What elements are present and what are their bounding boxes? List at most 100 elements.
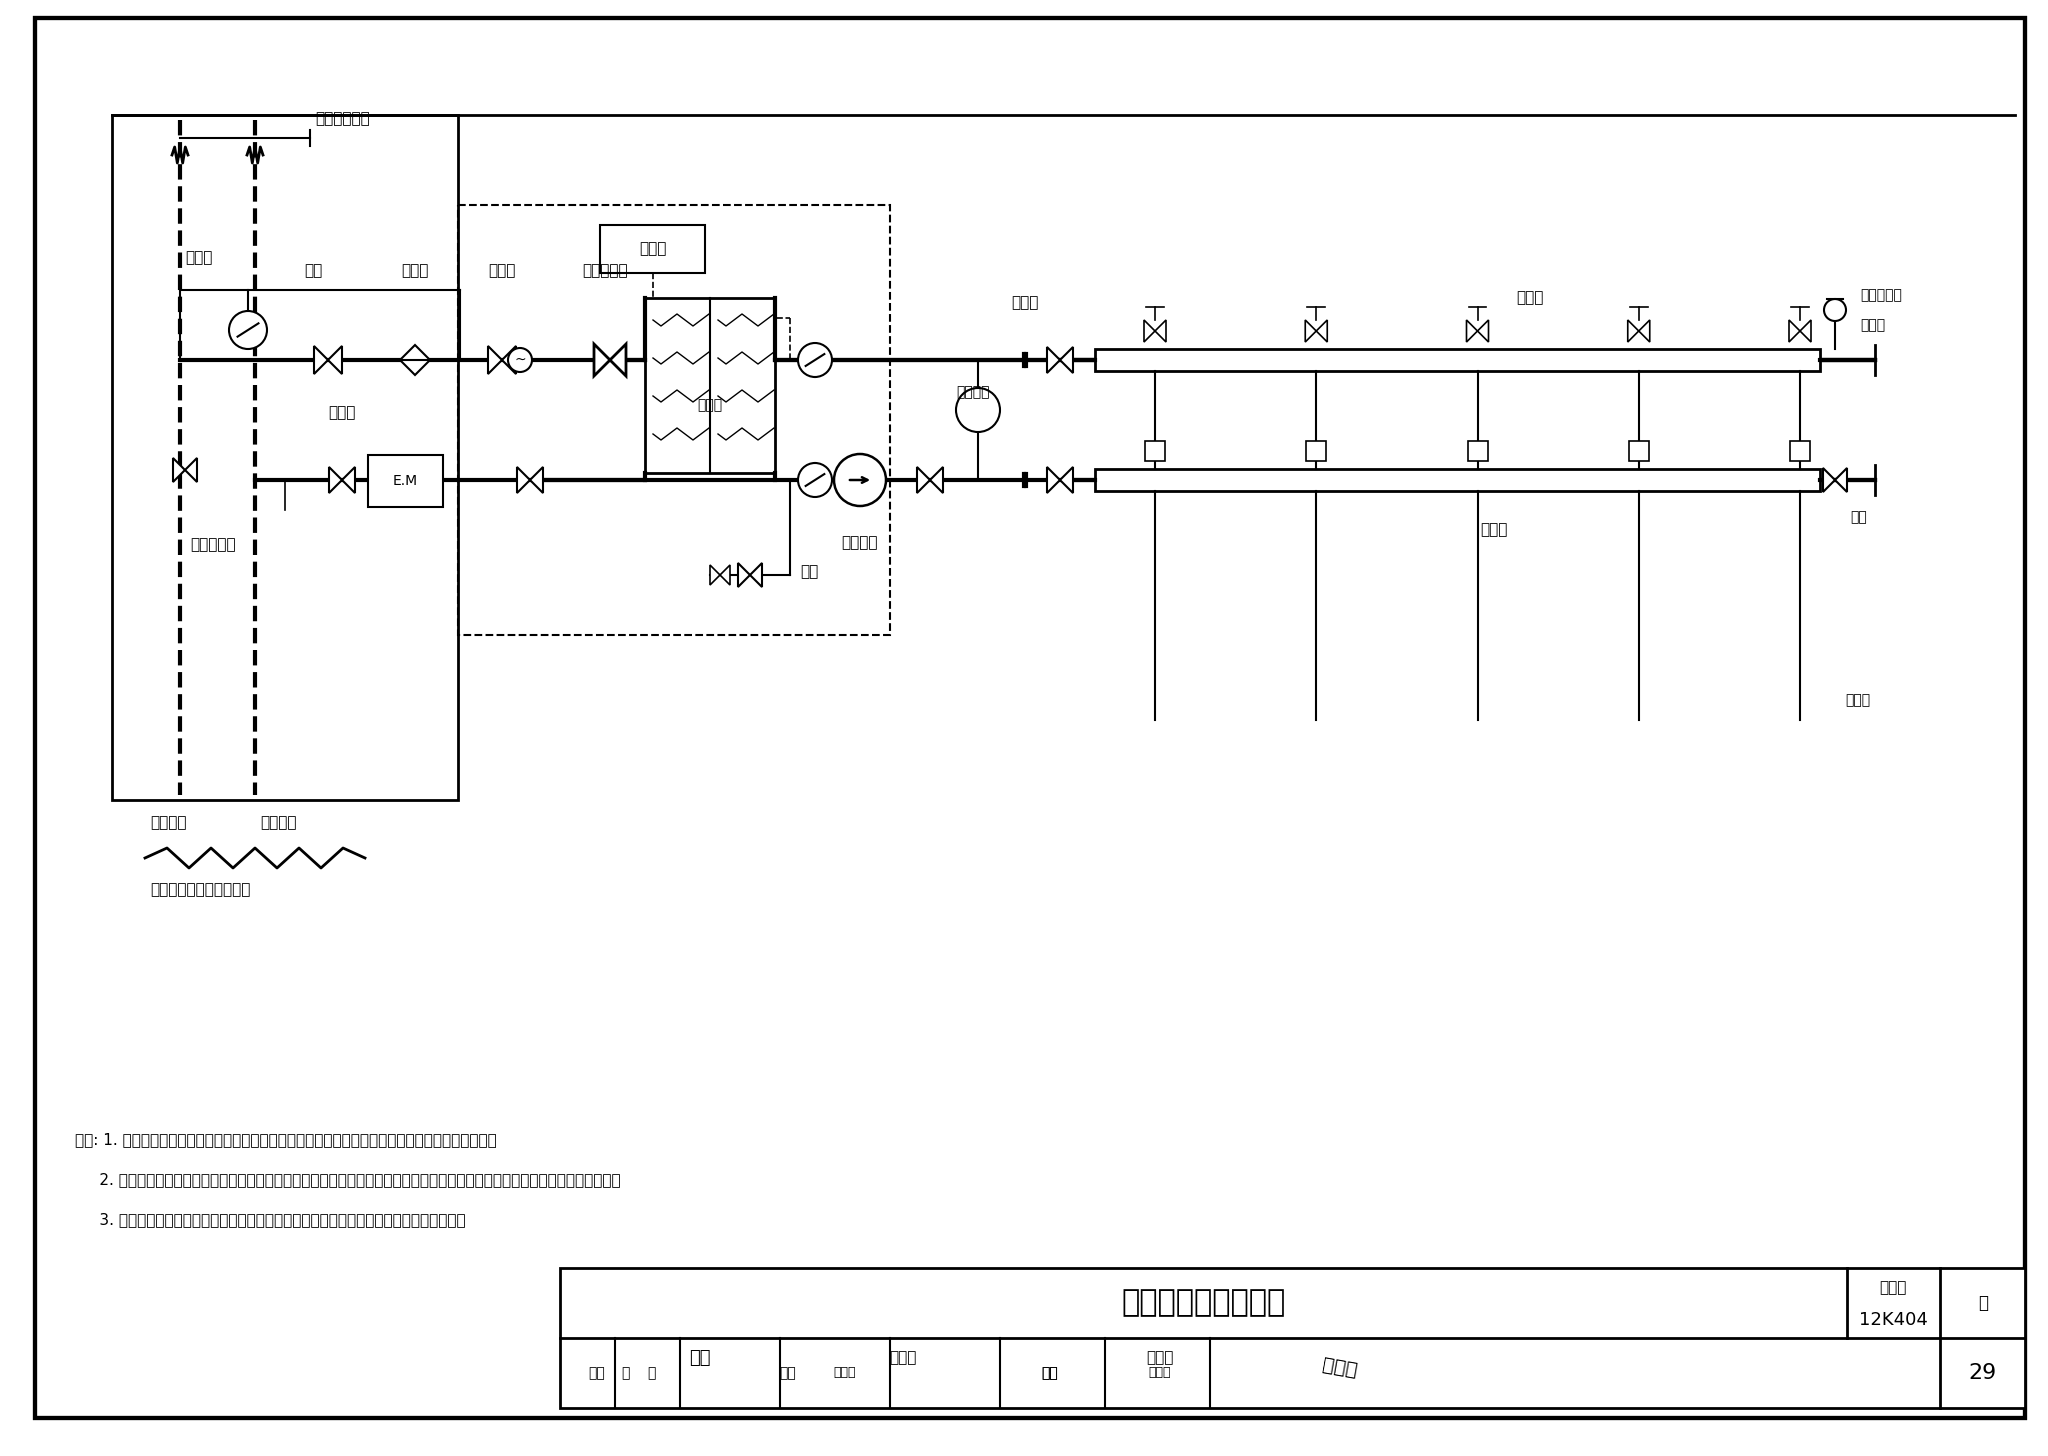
Text: 间接供暖系统示意图: 间接供暖系统示意图 (1122, 1289, 1286, 1318)
Text: 阀门: 阀门 (1849, 510, 1866, 524)
Bar (113, 115, 459, 799)
Text: 分水器: 分水器 (1516, 290, 1544, 304)
Text: 自动排气阀: 自动排气阀 (1860, 288, 1903, 301)
Polygon shape (711, 565, 721, 585)
Polygon shape (313, 347, 328, 374)
Bar (645, 298, 774, 473)
Text: 一次供水: 一次供水 (150, 815, 186, 830)
Bar (559, 1268, 2025, 1408)
Text: 平衡阀: 平衡阀 (328, 405, 356, 419)
Text: 锁闭阀: 锁闭阀 (487, 264, 516, 278)
Circle shape (956, 387, 999, 432)
Polygon shape (1628, 320, 1638, 342)
Text: 过滤器: 过滤器 (401, 264, 428, 278)
Polygon shape (1061, 347, 1073, 373)
Polygon shape (502, 347, 516, 374)
Text: 高: 高 (621, 1366, 629, 1380)
Text: 补水: 补水 (801, 565, 819, 579)
Text: 加热管: 加热管 (1845, 693, 1870, 708)
Text: 控制器: 控制器 (639, 242, 666, 256)
Text: 热源具体形式由设计确定: 热源具体形式由设计确定 (150, 882, 250, 897)
Text: 定压装置: 定压装置 (956, 384, 989, 399)
Text: 高波: 高波 (690, 1350, 711, 1367)
Polygon shape (1800, 320, 1810, 342)
Polygon shape (1061, 467, 1073, 494)
Text: 校对: 校对 (780, 1366, 797, 1380)
Text: 集水器: 集水器 (1481, 523, 1507, 537)
Bar (1096, 349, 1821, 371)
Text: 旁通管: 旁通管 (184, 250, 213, 265)
Bar (1790, 441, 1810, 462)
Polygon shape (1835, 467, 1847, 492)
Text: 图集号: 图集号 (1880, 1280, 1907, 1296)
Polygon shape (1638, 320, 1651, 342)
Polygon shape (750, 563, 762, 587)
Polygon shape (1047, 347, 1061, 373)
Bar (1628, 441, 1649, 462)
Text: 审核: 审核 (588, 1366, 604, 1380)
Polygon shape (930, 467, 942, 494)
Bar (459, 205, 891, 635)
Polygon shape (610, 344, 627, 376)
Polygon shape (1145, 320, 1155, 342)
Polygon shape (516, 467, 530, 494)
Polygon shape (721, 565, 729, 585)
Polygon shape (1477, 320, 1489, 342)
Text: 换热器: 换热器 (698, 399, 723, 412)
Text: 页: 页 (1978, 1294, 1989, 1312)
Polygon shape (1305, 320, 1317, 342)
Polygon shape (1823, 467, 1835, 492)
Text: 2. 安装在供水支管上的阀门、过滤器、压力表及温度计可选用四位一体式产品，也可选用单体产品，由设计根据工程情况确定。: 2. 安装在供水支管上的阀门、过滤器、压力表及温度计可选用四位一体式产品，也可选… (76, 1172, 621, 1188)
Polygon shape (342, 467, 354, 494)
Polygon shape (1047, 467, 1061, 494)
Polygon shape (399, 345, 430, 376)
Text: 渡: 渡 (647, 1366, 655, 1380)
Polygon shape (328, 347, 342, 374)
Circle shape (799, 344, 831, 377)
Text: 阀门: 阀门 (303, 264, 322, 278)
Circle shape (1825, 298, 1845, 320)
Text: 邓有源: 邓有源 (1149, 1367, 1171, 1379)
Bar (600, 226, 705, 272)
Text: 设计: 设计 (1042, 1366, 1059, 1380)
Text: 两通温控阀: 两通温控阀 (582, 264, 629, 278)
Text: ~: ~ (514, 352, 526, 367)
Bar (1145, 441, 1165, 462)
Text: 任兆成: 任兆成 (889, 1351, 918, 1366)
Polygon shape (487, 347, 502, 374)
Polygon shape (1790, 320, 1800, 342)
Text: 说明: 1. 分水器、集水器上下位置，热计量装置设置在供水管或回水管，均为示意，具体由设计确定。: 说明: 1. 分水器、集水器上下位置，热计量装置设置在供水管或回水管，均为示意，… (76, 1133, 498, 1147)
Circle shape (834, 454, 887, 507)
Polygon shape (1466, 320, 1477, 342)
Polygon shape (1155, 320, 1165, 342)
Text: 泄水阀: 泄水阀 (1860, 317, 1884, 332)
Text: 管道井内部件: 管道井内部件 (315, 111, 371, 127)
Text: 循环水泵: 循环水泵 (842, 534, 879, 550)
Polygon shape (594, 344, 610, 376)
Polygon shape (330, 467, 342, 494)
Text: 12K404: 12K404 (1860, 1310, 1927, 1329)
Text: 设计: 设计 (1042, 1366, 1059, 1380)
Bar (1307, 441, 1327, 462)
Polygon shape (918, 467, 930, 494)
Text: 邓有源: 邓有源 (1147, 1351, 1174, 1366)
Text: 一次回水: 一次回水 (260, 815, 297, 830)
Circle shape (799, 463, 831, 496)
Text: 热计量装置: 热计量装置 (190, 537, 236, 552)
Text: 任兆成: 任兆成 (834, 1367, 856, 1379)
Polygon shape (184, 459, 197, 482)
Text: 3. 在一次侧供、回水管之间宜设置清洗供暖系统时使用的旁通管，旁通管上应设置阀门。: 3. 在一次侧供、回水管之间宜设置清洗供暖系统时使用的旁通管，旁通管上应设置阀门… (76, 1213, 465, 1227)
Text: 29: 29 (1968, 1363, 1997, 1383)
Text: 邓存杰: 邓存杰 (1321, 1356, 1360, 1380)
Bar (1096, 469, 1821, 491)
Text: E.M: E.M (393, 475, 418, 488)
Polygon shape (737, 563, 750, 587)
Circle shape (508, 348, 532, 371)
Polygon shape (530, 467, 543, 494)
Bar (1468, 441, 1487, 462)
Circle shape (229, 312, 266, 349)
Polygon shape (172, 459, 184, 482)
Bar (369, 454, 442, 507)
Polygon shape (1317, 320, 1327, 342)
Text: 活接头: 活接头 (1012, 296, 1038, 310)
